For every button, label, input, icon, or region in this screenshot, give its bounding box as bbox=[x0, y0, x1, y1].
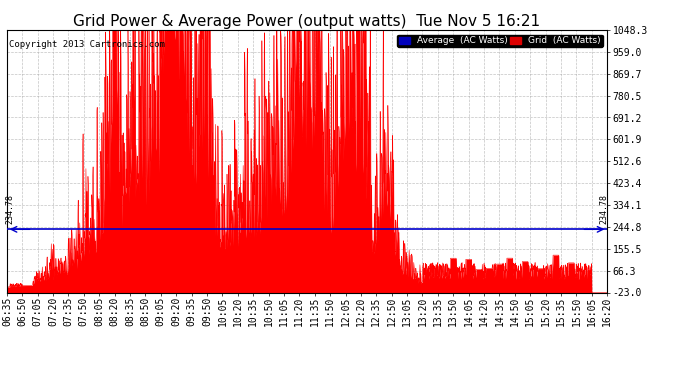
Title: Grid Power & Average Power (output watts)  Tue Nov 5 16:21: Grid Power & Average Power (output watts… bbox=[74, 14, 540, 29]
Text: 234.78: 234.78 bbox=[6, 194, 14, 224]
Legend: Average  (AC Watts), Grid  (AC Watts): Average (AC Watts), Grid (AC Watts) bbox=[397, 34, 602, 47]
Text: 234.78: 234.78 bbox=[600, 194, 609, 224]
Text: Copyright 2013 Cartronics.com: Copyright 2013 Cartronics.com bbox=[9, 40, 165, 49]
